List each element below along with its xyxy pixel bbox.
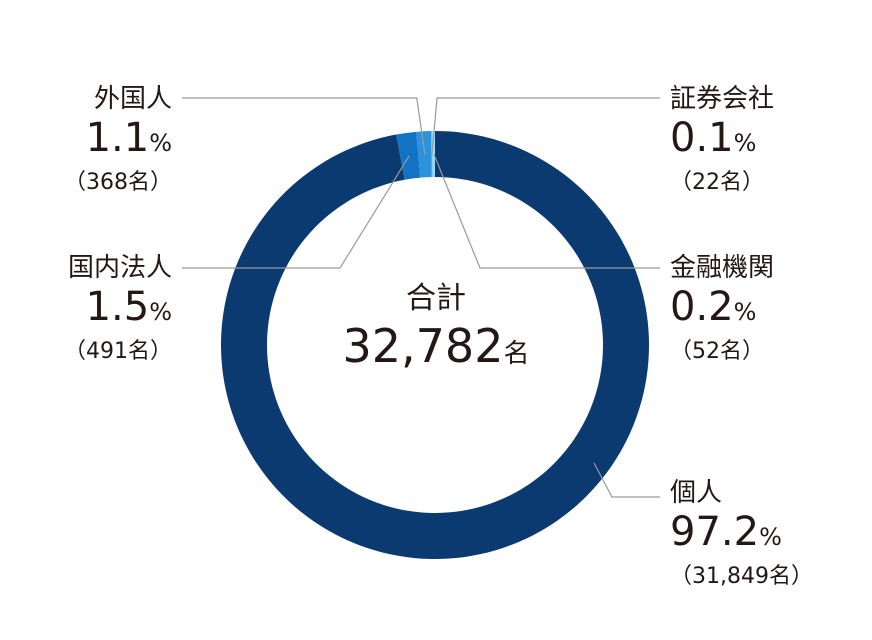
label-shoken-count: （22名） (670, 170, 764, 195)
center-total: 32,782名 (336, 320, 536, 372)
center-total-unit: 名 (503, 339, 530, 369)
label-kinyu-name: 金融機関 (670, 253, 775, 283)
label-shoken: 証券会社 0.1% （22名） (670, 84, 774, 196)
label-gaikoku: 外国人 1.1% （368名） (64, 84, 172, 196)
label-kojin-name: 個人 (670, 478, 723, 508)
label-shoken-name: 証券会社 (670, 84, 775, 114)
leader-line-shoken (431, 97, 660, 155)
center-title: 合計 (406, 281, 466, 316)
label-gaikoku-percent: 1.1% (85, 115, 172, 161)
label-kinyu-count: （52名） (670, 339, 764, 364)
label-kinyu-percent: 0.2% (670, 284, 757, 330)
slice-gaikoku (416, 131, 432, 178)
label-kokunai: 国内法人 1.5% （491名） (64, 253, 172, 365)
leader-line-kojin (593, 462, 660, 498)
leader-line-kinyu (433, 153, 660, 269)
label-gaikoku-name: 外国人 (93, 84, 172, 114)
slice-shoken (430, 131, 433, 178)
label-gaikoku-count: （368名） (64, 170, 172, 195)
label-kokunai-percent: 1.5% (85, 284, 172, 330)
label-kojin-percent: 97.2% (670, 509, 782, 555)
label-kokunai-name: 国内法人 (67, 253, 172, 283)
leader-line-gaikoku (182, 97, 426, 155)
label-shoken-percent: 0.1% (670, 115, 757, 161)
label-kojin-count: （31,849名） (670, 564, 813, 589)
label-kokunai-count: （491名） (64, 339, 172, 364)
center-total-value: 32,782 (342, 319, 504, 373)
label-kojin: 個人 97.2% （31,849名） (670, 478, 813, 590)
slice-kokunai (396, 131, 421, 180)
label-kinyu: 金融機関 0.2% （52名） (670, 253, 774, 365)
chart-center: 合計 32,782名 (336, 281, 536, 373)
leader-line-kokunai (182, 155, 410, 269)
